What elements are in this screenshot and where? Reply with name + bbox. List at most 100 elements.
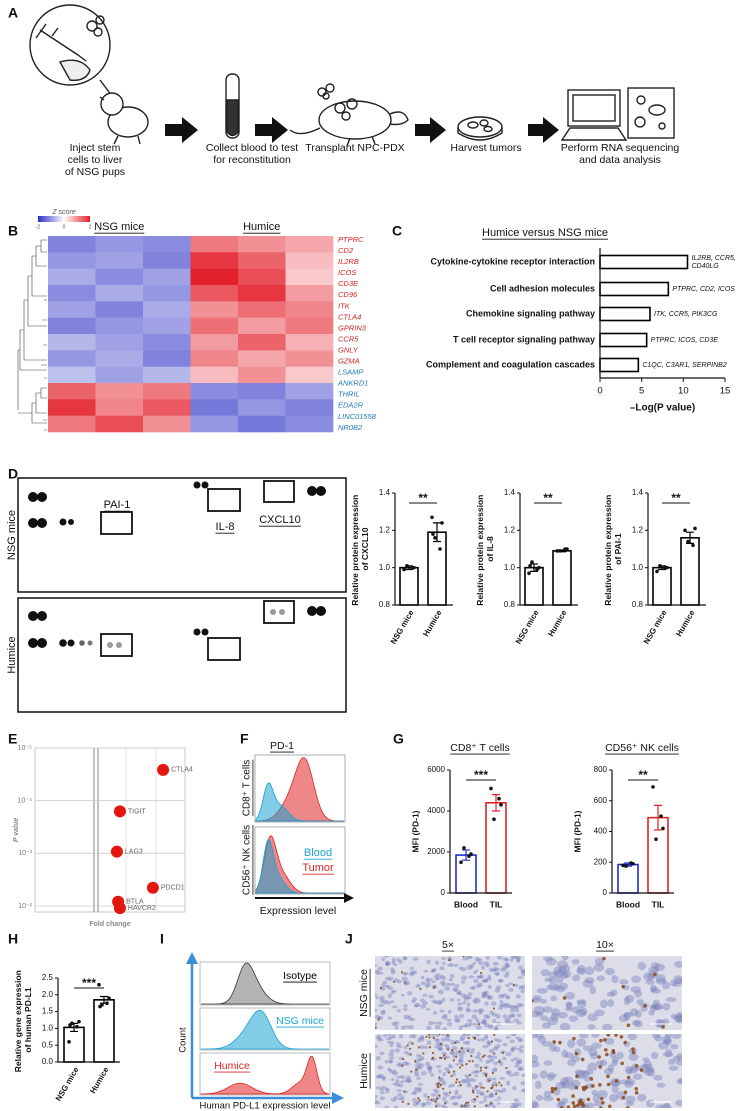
nucleus: [375, 970, 379, 974]
heat-cell: [95, 334, 144, 351]
nucleus: [505, 1052, 512, 1057]
nucleus: [396, 1045, 403, 1049]
nucleus: [389, 1049, 395, 1053]
significance-label: ***: [82, 976, 96, 990]
nucleus: [400, 1074, 406, 1080]
nucleus: [459, 1037, 465, 1042]
nucleus: [554, 975, 564, 984]
y-tick-label: 10⁻⁴: [18, 798, 33, 805]
nucleus: [553, 966, 562, 976]
nucleus: [394, 1048, 400, 1053]
nucleus: [483, 990, 489, 994]
nucleus: [512, 1102, 519, 1108]
nucleus: [641, 1063, 653, 1069]
nucleus: [637, 1093, 647, 1102]
nucleus: [444, 1055, 451, 1059]
bar: [599, 357, 640, 373]
nucleus: [494, 1037, 499, 1042]
nucleus: [397, 1092, 403, 1097]
nucleus: [416, 1087, 422, 1093]
nucleus: [521, 1073, 525, 1077]
nucleus: [442, 1026, 447, 1030]
nucleus: [440, 1104, 446, 1108]
nucleus: [486, 1041, 491, 1047]
nucleus: [643, 972, 654, 981]
heat-cell: [48, 350, 96, 367]
flow-row-label: Isotype: [283, 970, 317, 982]
nucleus: [394, 1082, 401, 1087]
heat-cell: [48, 415, 96, 433]
heat-cell: [190, 252, 239, 269]
gene-label: NR0B2: [338, 423, 363, 432]
nucleus: [497, 1096, 502, 1100]
y-tick-label: 1.5: [42, 1007, 54, 1016]
nucleus: [543, 1060, 553, 1066]
y-tick-label: 1.2: [504, 525, 516, 534]
nucleus: [388, 1052, 395, 1057]
nucleus: [442, 1072, 447, 1077]
nucleus: [484, 1023, 490, 1028]
nucleus: [544, 977, 553, 983]
ihc-background: [532, 1034, 682, 1108]
nucleus: [501, 994, 505, 998]
nucleus: [382, 1001, 388, 1005]
group-label: Humice: [243, 221, 280, 233]
nucleus: [650, 986, 659, 992]
nucleus: [423, 969, 429, 973]
nucleus: [653, 1002, 663, 1011]
nucleus: [534, 1034, 544, 1040]
bar: [599, 332, 648, 348]
nucleus: [482, 1044, 489, 1049]
category-label: Cell adhesion molecules: [490, 283, 595, 293]
stained-cell: [435, 1105, 438, 1108]
y-tick-label: 0: [603, 888, 608, 897]
nucleus: [508, 982, 514, 986]
nucleus: [403, 972, 409, 976]
nucleus: [405, 1079, 411, 1083]
nucleus: [583, 1069, 594, 1075]
stained-cell: [465, 1101, 468, 1104]
nucleus: [509, 958, 514, 962]
data-point: [683, 528, 687, 533]
nucleus: [532, 1034, 538, 1039]
stained-cell: [455, 1078, 459, 1081]
nucleus: [675, 1060, 682, 1066]
nucleus: [391, 1005, 398, 1009]
nucleus: [576, 999, 587, 1005]
stained-cell: [607, 1104, 612, 1108]
nucleus: [492, 1061, 499, 1066]
stained-cell: [446, 1034, 449, 1037]
stained-cell: [443, 1102, 447, 1105]
nucleus: [450, 1040, 455, 1045]
bar: [599, 254, 689, 270]
stained-cell: [602, 956, 606, 961]
nucleus: [435, 977, 439, 981]
nucleus: [444, 986, 450, 991]
nucleus: [485, 956, 490, 960]
heat-cell: [285, 252, 334, 269]
nucleus: [459, 1013, 465, 1019]
stained-cell: [643, 1004, 647, 1008]
nucleus: [520, 973, 525, 977]
nucleus: [403, 1050, 410, 1055]
nucleus: [482, 1019, 487, 1023]
stained-cell: [491, 1086, 494, 1089]
nucleus: [489, 1093, 495, 1098]
stained-cell: [434, 1100, 437, 1103]
nucleus: [487, 1055, 492, 1058]
nucleus: [521, 985, 525, 990]
nucleus: [521, 1089, 525, 1093]
nucleus: [649, 1004, 658, 1013]
nucleus: [511, 956, 517, 960]
nucleus: [675, 977, 682, 985]
heat-cell: [143, 252, 191, 269]
nucleus: [378, 1003, 385, 1007]
nucleus: [487, 1040, 492, 1046]
stained-cell: [458, 1066, 462, 1069]
nucleus: [509, 1013, 515, 1018]
nucleus: [461, 993, 467, 998]
step-label: for reconstitution: [213, 154, 291, 166]
nucleus: [628, 1052, 639, 1062]
legend-colorbar: [38, 216, 90, 222]
nucleus: [381, 957, 386, 962]
